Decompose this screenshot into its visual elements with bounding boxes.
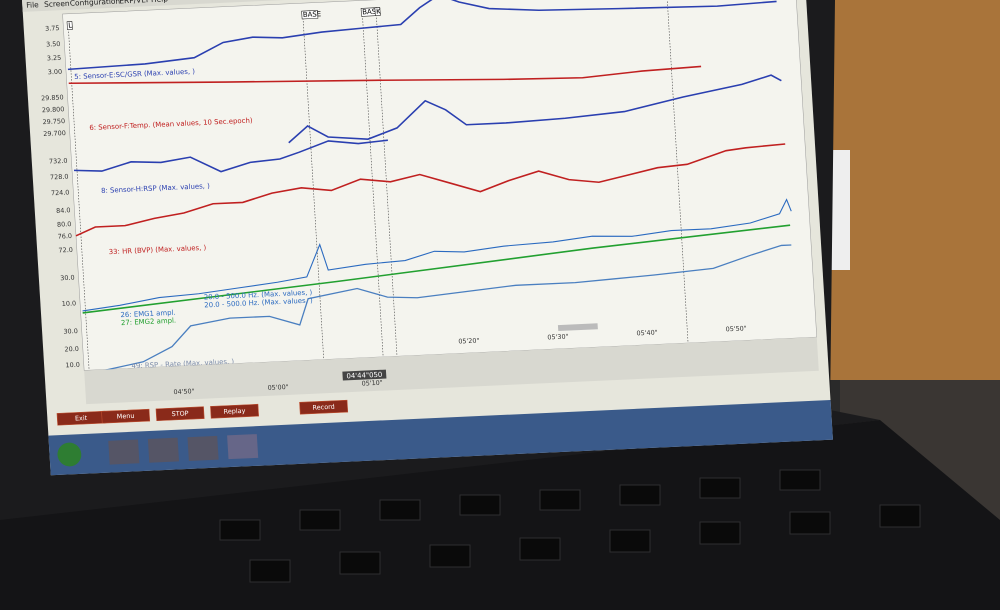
toolbar-button[interactable] (299, 399, 349, 415)
scale-label: 728.0 (50, 173, 69, 182)
menu-bar (22, 0, 805, 12)
position-box (342, 369, 387, 381)
scale-label: 84.0 (56, 206, 71, 215)
scale-label: 10.0 (62, 299, 77, 308)
scale-label: 76.0 (57, 232, 72, 241)
time-label: 05'30" (547, 333, 569, 342)
task-icon[interactable] (187, 435, 219, 461)
task-icon[interactable] (147, 437, 180, 463)
time-label: 05'10" (361, 379, 383, 388)
scale-label: 30.0 (63, 327, 78, 336)
toolbar-button[interactable] (210, 403, 259, 419)
task-icon[interactable] (108, 439, 140, 465)
task-icon[interactable] (227, 434, 259, 460)
toolbar-button[interactable] (155, 406, 205, 422)
marker-box (301, 10, 319, 20)
cup (830, 150, 850, 270)
time-label: 05'20" (458, 337, 480, 346)
scale-label: 29.700 (43, 129, 66, 138)
time-label: 05'00" (267, 383, 289, 392)
button-label[interactable]: Menu (117, 412, 135, 421)
scale-label: 3.00 (48, 68, 63, 77)
scale-label: 80.0 (57, 220, 72, 229)
rate-trace (86, 244, 792, 375)
marker-label: L (68, 22, 72, 30)
time-label: 05'50" (725, 324, 747, 333)
channel-label: 26: EMG1 ampl. (120, 309, 176, 319)
menu-item[interactable]: ERP/VEP (119, 0, 151, 6)
menu-item[interactable]: Screen (44, 0, 70, 9)
time-axis (84, 337, 819, 405)
position-label: 04'44"050 (346, 371, 382, 381)
rsp-trace (74, 139, 388, 173)
scale-label: 30.0 (60, 274, 75, 283)
keys (219, 469, 921, 583)
button-label[interactable]: STOP (171, 409, 189, 418)
scale-label: 3.50 (46, 40, 61, 49)
scale-label: 10.0 (65, 361, 80, 370)
channel-label: 27: EMG2 ampl. (121, 317, 177, 327)
menu-item[interactable]: File (26, 0, 39, 10)
start-button[interactable] (57, 442, 82, 467)
button-label[interactable]: Replay (223, 407, 245, 416)
rsp-red-trace (75, 143, 786, 237)
marker-label: BASE (362, 8, 381, 17)
marker-box (374, 7, 381, 16)
toolbar-button[interactable] (101, 408, 151, 424)
scale-label: 724.0 (51, 188, 70, 197)
time-label: 05'40" (636, 328, 658, 337)
hr-trace (82, 224, 791, 314)
temp-trace (68, 65, 702, 85)
scale-label: 20.0 (64, 345, 79, 354)
scale-label: 3.25 (47, 54, 62, 63)
scale-label: 3.75 (45, 24, 60, 33)
menu-item[interactable]: Help (151, 0, 169, 4)
menu-item[interactable]: Configuration (70, 0, 121, 8)
scale-label: 29.750 (42, 117, 65, 126)
emg1-trace (82, 198, 792, 312)
wicker-chair (830, 0, 1000, 380)
time-label: 04'50" (173, 387, 195, 396)
temp2-trace (288, 74, 782, 144)
marker-label: BASE (303, 10, 322, 19)
marker-box (66, 21, 73, 30)
scale-label: 732.0 (49, 157, 68, 166)
gsr-trace (67, 0, 777, 71)
marker-label: K (376, 7, 381, 15)
scroll-thumb[interactable] (557, 323, 598, 332)
scale-label: 29.800 (42, 105, 65, 114)
button-label[interactable]: Record (312, 403, 335, 412)
button-label[interactable]: Exit (75, 414, 88, 423)
scale-label: 29.850 (41, 93, 64, 102)
scale-label: 72.0 (58, 246, 73, 255)
